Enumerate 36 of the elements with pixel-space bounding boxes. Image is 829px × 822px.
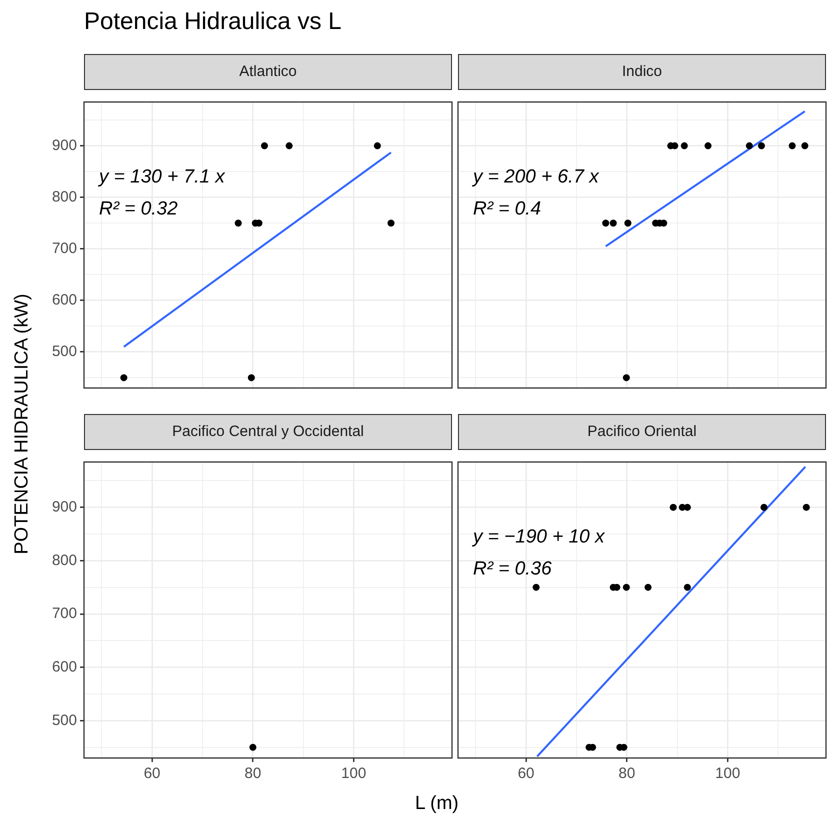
y-tick-label: 900 [52,498,77,516]
annotation: R² = 0.4 [473,198,542,220]
annotation: R² = 0.32 [99,198,178,220]
y-tick-label: 500 [52,343,77,360]
chart-subtitle: Atlantico [84,54,452,90]
chart-subtitle: Pacifico Oriental [458,414,826,450]
y-tick-label: 600 [52,658,77,676]
y-tick-label: 600 [52,292,77,309]
x-tick-label: 60 [518,765,534,782]
x-tick-label: 100 [341,765,366,782]
point [388,220,395,227]
x-tick-label: 80 [618,765,636,782]
chart-subtitle: Indico [458,54,826,90]
y-tick-label: 900 [52,136,77,154]
x-tick-label: 60 [144,765,160,782]
y-tick-label: 800 [52,552,77,569]
annotation: y = 130 + 7.1 x [97,166,226,188]
x-tick-label: 100 [715,765,740,782]
y-tick-label: 800 [52,188,77,206]
point [260,142,268,150]
x-tick-label: 80 [244,765,262,782]
y-tick-label: 700 [52,605,77,622]
point [248,374,255,382]
point [374,142,381,150]
point [234,220,242,227]
annotation: y = −190 + 10 x [471,526,606,548]
annotation: R² = 0.36 [473,558,552,580]
point [286,142,293,150]
y-tick-label: 700 [52,240,77,258]
chart-title: Potencia Hidraulica vs L [84,8,342,36]
point [120,374,128,382]
y-tick-label: 500 [52,712,77,729]
chart-subtitle: Pacifico Central y Occidental [84,414,452,450]
annotation: y = 200 + 6.7 x [471,166,600,188]
x-axis-title: L (m) [415,793,459,815]
y-axis-title: POTENCIA HIDRAULICA (kW) [10,294,33,554]
